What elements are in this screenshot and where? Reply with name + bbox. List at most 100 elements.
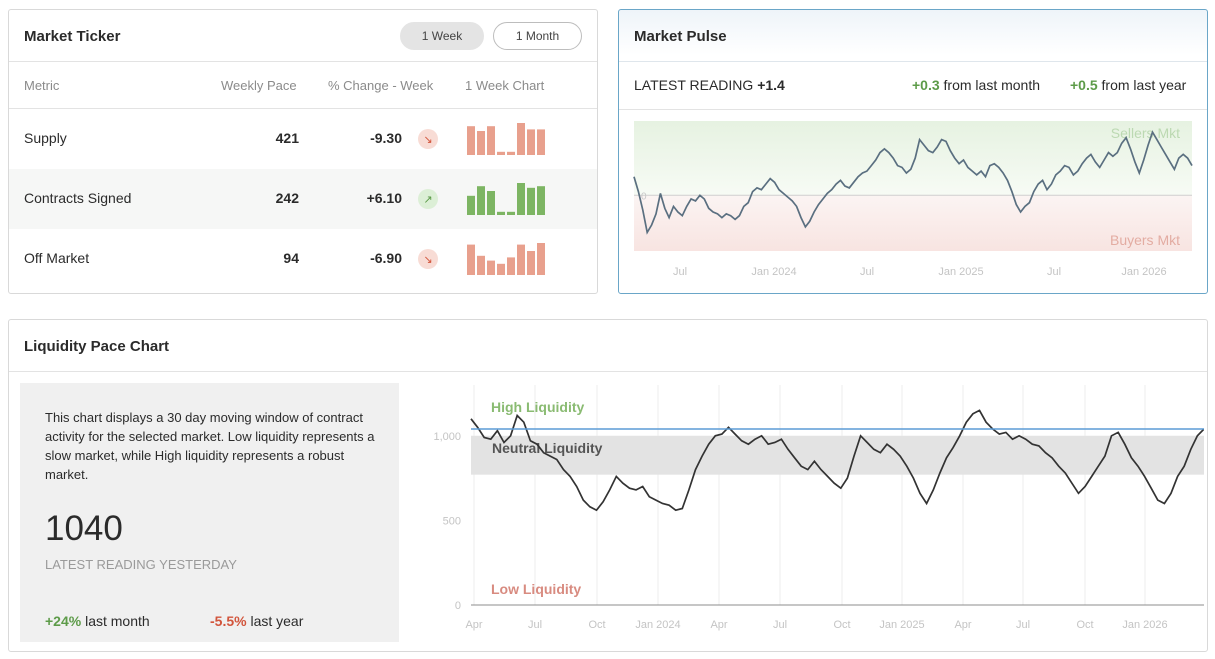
low-liquidity-label: Low Liquidity [491, 581, 581, 597]
ticker-table-header: Metric Weekly Pace % Change - Week 1 Wee… [9, 62, 597, 109]
x-tick-label: Jan 2024 [751, 266, 796, 278]
ticker-header: Market Ticker 1 Week 1 Month [9, 10, 597, 62]
trend-down-icon: ↘ [418, 249, 438, 269]
month-change-value: +24% [45, 613, 82, 629]
x-tick-label: Jan 2026 [1122, 619, 1167, 631]
liquidity-pace-chart: 0 500 1,000 High Liquidity Low Liquidity Neut… [433, 385, 1204, 631]
mini-bar [537, 129, 545, 155]
x-tick-label: Jul [1016, 619, 1030, 631]
y-tick-label: 0 [455, 600, 461, 612]
latest-value: +1.4 [757, 77, 785, 93]
pulse-latest: LATEST READING +1.4 [634, 77, 785, 93]
high-liquidity-label: High Liquidity [491, 399, 585, 415]
y-tick-label: 500 [443, 515, 461, 527]
row-pace: 242 [275, 190, 299, 206]
year-change-value: -5.5% [210, 613, 247, 629]
x-tick-label: Jan 2026 [1121, 266, 1166, 278]
mini-bar [507, 257, 515, 275]
ticker-title: Market Ticker [24, 28, 121, 45]
contracts-mini-bar-chart [467, 183, 545, 215]
market-pulse-chart: 0 Sellers Mkt Buyers Mkt Jul Jan 2024 Jul Jan … [633, 121, 1193, 278]
x-tick-label: Apr [710, 619, 727, 631]
month-change-text: from last month [943, 77, 1041, 93]
one-month-button[interactable]: 1 Month [493, 22, 582, 50]
mini-bar [527, 251, 535, 275]
supply-mini-bar-chart [467, 123, 545, 155]
row-change: -6.90 [370, 250, 402, 266]
liquidity-month-change: +24% last month [45, 613, 150, 629]
pulse-header: Market Pulse [619, 10, 1207, 62]
pulse-series-line [633, 130, 1193, 235]
mini-bar [537, 243, 545, 275]
mini-bar [497, 211, 505, 215]
mini-bar [467, 126, 475, 155]
row-change: -9.30 [370, 130, 402, 146]
market-ticker-card: Market Ticker 1 Week 1 Month Metric Week… [8, 9, 598, 294]
mini-bar [467, 195, 475, 215]
x-tick-label: Jul [528, 619, 542, 631]
liquidity-series-line [470, 409, 1204, 512]
trend-up-icon: ↗ [418, 189, 438, 209]
mini-bar [477, 131, 485, 155]
sellers-zone [634, 121, 1192, 196]
trend-down-icon: ↘ [418, 129, 438, 149]
liquidity-pace-card: Liquidity Pace Chart This chart displays… [8, 319, 1208, 652]
year-change-text: last year [250, 613, 304, 629]
pulse-month-change: +0.3 from last month [912, 77, 1040, 93]
pulse-title: Market Pulse [634, 28, 727, 45]
ticker-row-off-market: Off Market 94 -6.90 ↘ [9, 229, 597, 289]
liquidity-description: This chart displays a 30 day moving wind… [45, 410, 375, 482]
x-tick-label: Jan 2024 [635, 619, 680, 631]
mini-bar [487, 191, 495, 215]
x-tick-label: Jul [673, 266, 687, 278]
mini-bar [527, 129, 535, 155]
x-tick-label: Apr [954, 619, 971, 631]
mini-bar [537, 186, 545, 215]
liquidity-latest-value: 1040 [45, 509, 123, 548]
off-market-mini-bar-chart [467, 243, 545, 275]
row-pace: 421 [275, 130, 299, 146]
sellers-market-label: Sellers Mkt [1111, 125, 1180, 141]
x-tick-label: Jul [860, 266, 874, 278]
x-tick-label: Jul [1047, 266, 1061, 278]
pulse-reading-row: LATEST READING +1.4 +0.3 from last month… [619, 62, 1207, 110]
month-change-text: last month [85, 613, 150, 629]
mini-bar [497, 151, 505, 155]
x-tick-label: Jan 2025 [938, 266, 983, 278]
column-week-chart: 1 Week Chart [465, 78, 545, 93]
year-change-text: from last year [1101, 77, 1187, 93]
mini-bar [517, 244, 525, 275]
y-tick-label: 1,000 [433, 431, 461, 443]
liquidity-header: Liquidity Pace Chart [9, 320, 1207, 372]
buyers-market-label: Buyers Mkt [1110, 232, 1180, 248]
liquidity-info-panel: This chart displays a 30 day moving wind… [20, 383, 399, 642]
mini-bar [507, 211, 515, 215]
mini-bar [487, 260, 495, 275]
x-tick-label: Oct [588, 619, 605, 631]
x-tick-label: Oct [833, 619, 850, 631]
row-change: +6.10 [366, 190, 402, 206]
mini-bar [517, 123, 525, 155]
x-tick-label: Jan 2025 [879, 619, 924, 631]
neutral-band [471, 435, 1204, 475]
mini-bar [467, 244, 475, 275]
column-percent-change: % Change - Week [328, 78, 434, 93]
mini-bar [477, 186, 485, 215]
year-change-value: +0.5 [1070, 77, 1098, 93]
mini-bar [517, 183, 525, 215]
row-name: Supply [24, 130, 67, 146]
one-week-button[interactable]: 1 Week [400, 22, 484, 50]
liquidity-latest-label: LATEST READING YESTERDAY [45, 557, 237, 572]
mini-bar [507, 151, 515, 155]
market-pulse-card: Market Pulse LATEST READING +1.4 +0.3 fr… [618, 9, 1208, 294]
row-pace: 94 [283, 250, 299, 266]
buyers-zone [634, 195, 1192, 251]
row-name: Contracts Signed [24, 190, 132, 206]
mini-bar [477, 255, 485, 275]
neutral-liquidity-label: Neutral Liquidity [492, 440, 603, 456]
pulse-year-change: +0.5 from last year [1070, 77, 1186, 93]
mini-bar [527, 187, 535, 215]
latest-label: LATEST READING [634, 77, 754, 93]
mini-bar [497, 263, 505, 275]
ticker-row-supply: Supply 421 -9.30 ↘ [9, 109, 597, 169]
